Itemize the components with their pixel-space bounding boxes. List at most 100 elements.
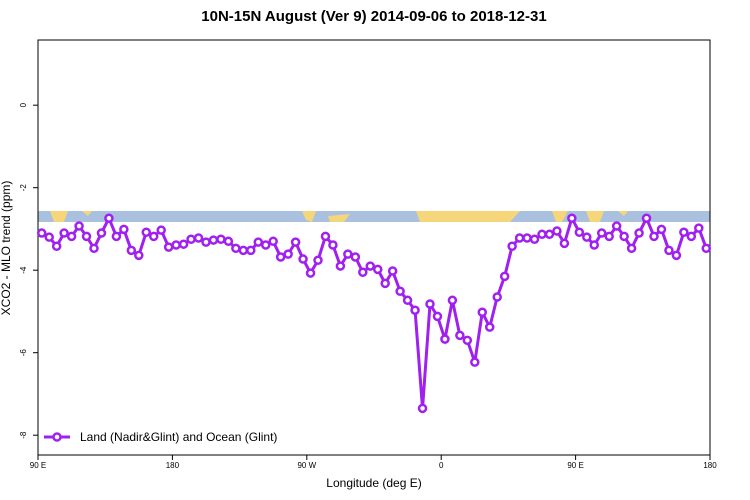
data-point — [283, 249, 293, 259]
data-point — [238, 245, 249, 256]
data-point — [163, 242, 174, 252]
data-point — [484, 322, 495, 332]
x-tick-label: 90 W — [297, 461, 316, 470]
data-point — [589, 240, 600, 250]
data-point — [335, 261, 346, 271]
legend-label: Land (Nadir&Glint) and Ocean (Glint) — [80, 430, 277, 444]
data-point — [380, 278, 390, 289]
y-tick-label: 0 — [19, 102, 28, 107]
x-tick-label: 90 E — [30, 461, 46, 470]
data-point — [641, 213, 652, 223]
data-point — [178, 239, 189, 249]
data-point — [634, 228, 644, 238]
data-point — [268, 236, 278, 247]
data-point — [552, 226, 562, 236]
data-point — [201, 237, 211, 247]
data-point — [44, 232, 54, 242]
data-point — [514, 233, 525, 243]
data-point — [328, 240, 338, 250]
data-point — [186, 234, 196, 244]
data-point — [231, 243, 241, 254]
data-point — [89, 243, 99, 254]
data-point — [193, 233, 204, 243]
data-point — [104, 213, 114, 223]
data-point — [223, 236, 234, 247]
data-point — [611, 221, 622, 231]
data-point — [111, 231, 122, 242]
data-point — [59, 228, 69, 238]
data-point — [253, 237, 264, 247]
data-point — [477, 307, 488, 318]
data-point — [402, 295, 413, 306]
x-tick-label: 180 — [703, 461, 717, 470]
data-point — [320, 231, 331, 242]
data-point — [260, 240, 271, 250]
data-point — [432, 311, 443, 322]
data-point — [522, 233, 532, 243]
data-point — [156, 225, 166, 235]
data-point — [537, 229, 547, 240]
data-point — [604, 231, 614, 242]
data-point — [417, 403, 428, 414]
data-point — [298, 254, 308, 264]
data-point — [343, 249, 353, 259]
map-strip — [38, 211, 710, 222]
data-point — [582, 232, 592, 242]
x-tick-label: 180 — [166, 461, 180, 470]
data-point — [171, 240, 181, 250]
data-point — [671, 250, 682, 261]
data-point — [686, 231, 697, 242]
data-point — [410, 305, 420, 315]
y-tick-label: -8 — [19, 431, 28, 439]
data-point — [216, 234, 226, 244]
data-point — [529, 234, 540, 244]
data-point — [626, 243, 637, 254]
data-point — [425, 299, 435, 309]
data-point — [365, 261, 376, 271]
data-point — [126, 245, 137, 256]
data-point — [559, 238, 570, 249]
data-point — [679, 227, 689, 237]
data-point — [462, 335, 473, 346]
data-point — [492, 292, 502, 302]
data-point — [656, 224, 667, 235]
data-point — [275, 252, 286, 262]
y-axis-label: XCO2 - MLO trend (ppm) — [0, 181, 13, 316]
data-point — [81, 231, 92, 242]
data-point — [305, 268, 316, 278]
data-point — [649, 231, 659, 242]
data-point — [96, 228, 107, 238]
y-tick-label: -6 — [19, 349, 28, 357]
x-tick-label: 90 E — [567, 461, 583, 470]
data-point — [387, 266, 398, 276]
data-point — [208, 235, 219, 245]
data-point — [499, 271, 510, 282]
y-tick-label: -4 — [19, 266, 28, 274]
data-point — [664, 245, 674, 256]
x-axis-label: Longitude (deg E) — [326, 476, 421, 490]
data-point — [596, 228, 607, 238]
data-point — [694, 223, 704, 233]
series-line — [41, 214, 708, 409]
data-point — [619, 231, 629, 242]
data-point — [119, 224, 129, 235]
x-tick-label: 0 — [439, 461, 444, 470]
data-point — [395, 286, 405, 296]
data-point — [313, 255, 323, 266]
data-point — [574, 227, 585, 237]
data-point — [134, 250, 144, 261]
legend-marker — [52, 432, 62, 442]
y-tick-label: -2 — [19, 184, 28, 192]
data-point — [36, 228, 47, 238]
data-point — [567, 213, 577, 223]
data-point — [148, 231, 159, 242]
data-point — [51, 241, 62, 252]
data-point — [66, 231, 77, 242]
data-point — [246, 245, 256, 256]
data-point — [544, 229, 555, 240]
data-point — [141, 227, 152, 237]
data-point — [507, 241, 517, 252]
data-point — [440, 334, 450, 344]
chart-title: 10N-15N August (Ver 9) 2014-09-06 to 201… — [201, 8, 546, 25]
